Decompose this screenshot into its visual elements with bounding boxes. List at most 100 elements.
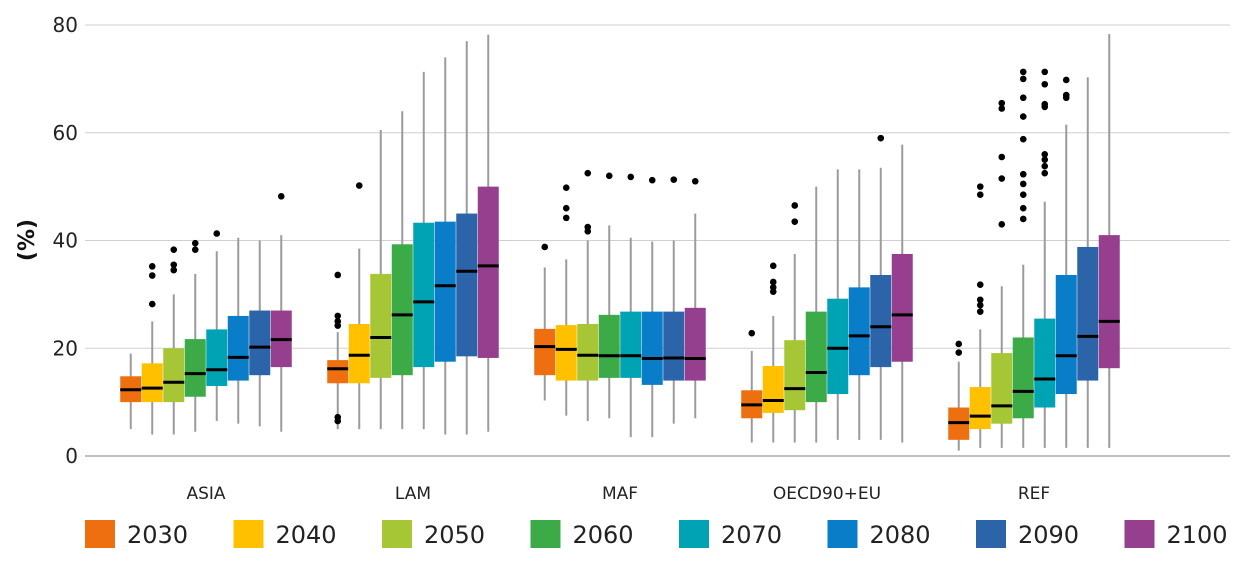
outlier-point xyxy=(1019,191,1027,199)
legend-label: 2100 xyxy=(1167,521,1228,549)
legend-label: 2050 xyxy=(424,521,485,549)
box xyxy=(684,307,706,381)
box xyxy=(391,244,413,376)
box xyxy=(327,360,349,384)
box xyxy=(206,329,228,386)
y-tick-label: 40 xyxy=(53,229,78,253)
legend-label: 2080 xyxy=(870,521,931,549)
outlier-point xyxy=(1019,94,1027,102)
outlier-point xyxy=(605,172,613,180)
outlier-point xyxy=(1019,68,1027,76)
box xyxy=(434,221,456,362)
outlier-point xyxy=(769,278,777,286)
outlier-point xyxy=(1062,91,1070,99)
box xyxy=(249,310,271,376)
box-2040-LAM xyxy=(348,182,370,430)
box-2070-ASIA xyxy=(206,230,228,421)
outlier-point xyxy=(148,263,156,270)
legend-label: 2060 xyxy=(573,521,634,549)
legend-swatch xyxy=(976,520,1006,548)
box-2080-ASIA xyxy=(227,237,249,424)
outlier-point xyxy=(748,329,756,337)
box xyxy=(1034,318,1056,408)
outlier-point xyxy=(1041,156,1049,163)
box-2100-REF xyxy=(1098,34,1120,448)
box xyxy=(991,353,1013,424)
box xyxy=(663,311,685,381)
box-2050-ASIA xyxy=(163,246,185,435)
box-2030-MAF xyxy=(534,243,556,401)
legend-swatch xyxy=(1124,520,1155,548)
box-2040-ASIA xyxy=(141,263,163,435)
legend-swatch xyxy=(827,520,858,548)
x-category-label: OECD90+EU xyxy=(773,484,881,504)
box xyxy=(870,274,892,368)
box xyxy=(784,340,806,411)
outlier-point xyxy=(148,300,156,308)
box-2040-OECD90+EU xyxy=(762,262,784,443)
outlier-point xyxy=(1019,135,1027,143)
outlier-point xyxy=(148,272,156,279)
box-2030-OECD90+EU xyxy=(741,329,763,443)
box-2030-LAM xyxy=(327,271,349,430)
outlier-point xyxy=(355,182,363,189)
outlier-point xyxy=(562,214,570,222)
legend-item-2100: 2100 xyxy=(1124,520,1228,549)
outlier-point xyxy=(691,177,699,185)
y-tick-label: 20 xyxy=(53,336,78,360)
x-axis-categories: ASIA LAM MAF OECD90+EU REF xyxy=(186,484,1050,504)
legend-item-2070: 2070 xyxy=(679,520,782,549)
legend-swatch xyxy=(679,520,709,548)
outlier-point xyxy=(769,262,777,270)
legend-swatch xyxy=(382,520,412,548)
box xyxy=(534,328,556,376)
outlier-point xyxy=(562,184,570,192)
box xyxy=(577,324,599,381)
outlier-point xyxy=(791,202,799,209)
outlier-point xyxy=(1041,68,1049,76)
box xyxy=(969,387,991,430)
x-category-label: LAM xyxy=(395,484,431,504)
outlier-point xyxy=(1019,75,1027,83)
outlier-point xyxy=(1019,180,1027,188)
y-axis-ticks: 0 20 40 60 80 xyxy=(53,13,78,468)
box-2060-MAF xyxy=(598,172,620,419)
outlier-point xyxy=(334,312,342,320)
outlier-point xyxy=(670,176,678,183)
y-tick-label: 0 xyxy=(65,444,78,468)
box xyxy=(848,287,870,376)
box-2080-LAM xyxy=(434,57,456,435)
box-2070-LAM xyxy=(413,71,435,430)
box xyxy=(1077,246,1099,381)
box-2050-LAM xyxy=(370,130,392,430)
box-2040-REF xyxy=(969,183,991,448)
box-2070-REF xyxy=(1034,68,1056,448)
y-tick-label: 60 xyxy=(53,121,78,145)
box xyxy=(141,363,163,403)
outlier-point xyxy=(998,153,1006,161)
box-2070-OECD90+EU xyxy=(827,169,849,440)
box-2050-REF xyxy=(991,99,1013,448)
outlier-point xyxy=(1041,80,1049,88)
outlier-point xyxy=(334,271,342,279)
outlier-point xyxy=(648,176,656,184)
box-2050-OECD90+EU xyxy=(784,202,806,443)
y-tick-label: 80 xyxy=(53,13,78,37)
box-2100-ASIA xyxy=(270,193,292,432)
outlier-point xyxy=(170,246,178,253)
box xyxy=(227,315,249,381)
x-category-label: ASIA xyxy=(186,484,225,504)
outlier-point xyxy=(277,193,285,200)
legend-item-2040: 2040 xyxy=(233,520,337,549)
x-category-label: MAF xyxy=(602,484,638,504)
outlier-point xyxy=(191,239,199,247)
outlier-point xyxy=(998,105,1006,112)
box-2090-ASIA xyxy=(249,240,271,427)
outlier-point xyxy=(584,223,592,231)
outlier-point xyxy=(976,281,984,288)
box xyxy=(827,298,849,395)
box-2080-REF xyxy=(1055,76,1077,448)
legend-item-2050: 2050 xyxy=(382,520,485,549)
outlier-point xyxy=(1041,100,1049,108)
